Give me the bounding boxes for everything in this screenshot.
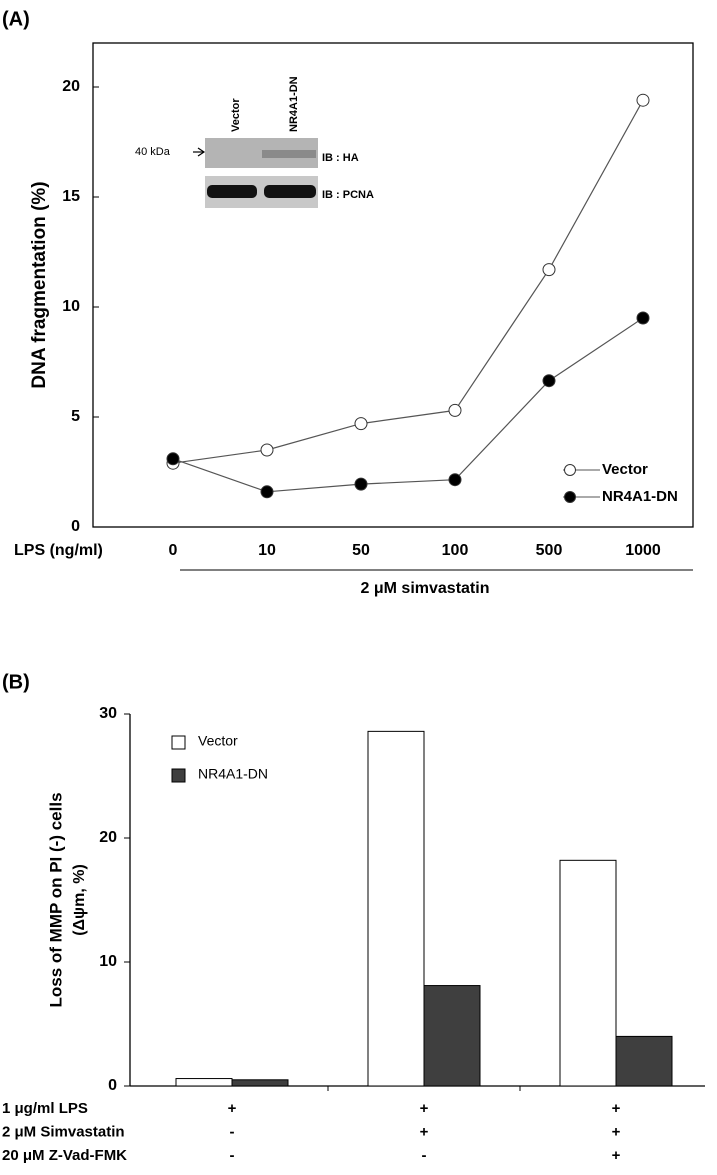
marker-arrow-head [197, 147, 206, 157]
condition-sign: - [422, 1147, 427, 1164]
condition-sign: + [228, 1100, 237, 1117]
y-tick-label: 10 [62, 298, 80, 315]
blot-band [264, 185, 316, 198]
point [542, 263, 556, 277]
marker-label: 40 kDa [135, 146, 171, 158]
panel-label: (B) [2, 671, 30, 693]
condition-label: 2 μM Simvastatin [2, 1123, 125, 1140]
x-tick-label: 0 [169, 542, 178, 559]
condition-sign: + [612, 1123, 621, 1140]
point [260, 443, 274, 457]
y-axis-label: Loss of MMP on PI (-) cells [46, 792, 65, 1007]
lane-label: Vector [230, 98, 242, 132]
y-axis-label: DNA fragmentation (%) [29, 181, 50, 388]
y-tick-label: 20 [62, 78, 80, 95]
point [636, 311, 650, 325]
x-tick-label: 1000 [625, 542, 661, 559]
plot-frame [92, 42, 694, 528]
condition-sign: + [420, 1100, 429, 1117]
x-tick-label: 50 [352, 542, 370, 559]
bar [559, 859, 617, 1087]
point [448, 403, 462, 417]
point [542, 374, 556, 388]
group-label: 2 μM simvastatin [361, 580, 490, 597]
point [260, 485, 274, 499]
y-axis-label: (Δψm, %) [71, 864, 88, 936]
legend-label: NR4A1-DN [602, 488, 678, 505]
legend-swatch [171, 768, 186, 783]
x-tick-label: 100 [442, 542, 469, 559]
point [448, 473, 462, 487]
condition-label: 1 μg/ml LPS [2, 1100, 88, 1117]
bar [423, 985, 481, 1087]
y-tick-label: 15 [62, 188, 80, 205]
point [636, 93, 650, 107]
y-tick-label: 20 [99, 829, 117, 846]
legend-marker [564, 464, 576, 476]
blot-band [262, 150, 316, 158]
point [354, 417, 368, 431]
series-line [172, 317, 644, 493]
point [166, 452, 180, 466]
condition-sign: - [230, 1147, 235, 1164]
y-tick-label: 0 [71, 518, 80, 535]
y-tick-label: 30 [99, 705, 117, 722]
legend-swatch [171, 735, 186, 750]
series-line [172, 99, 644, 464]
western-blot [193, 138, 318, 208]
condition-sign: - [230, 1123, 235, 1140]
bar [615, 1035, 673, 1087]
condition-sign: + [612, 1100, 621, 1117]
legend-label: Vector [602, 461, 648, 478]
x-axis-label: LPS (ng/ml) [14, 542, 103, 559]
blot-label: IB : HA [322, 152, 359, 164]
panel-label: (A) [2, 8, 30, 30]
legend-label: NR4A1-DN [198, 766, 268, 782]
condition-sign: + [612, 1147, 621, 1164]
bar [231, 1079, 289, 1087]
x-tick-label: 10 [258, 542, 276, 559]
x-tick-label: 500 [536, 542, 563, 559]
legend-label: Vector [198, 733, 238, 749]
point [354, 477, 368, 491]
y-tick-label: 10 [99, 953, 117, 970]
y-tick-label: 0 [108, 1077, 117, 1094]
condition-sign: + [420, 1123, 429, 1140]
bar [367, 730, 425, 1087]
legend-marker [564, 491, 576, 503]
blot-label: IB : PCNA [322, 189, 374, 201]
y-tick-label: 5 [71, 408, 80, 425]
lane-label: NR4A1-DN [288, 76, 300, 132]
blot-band [207, 185, 257, 198]
condition-label: 20 μM Z-Vad-FMK [2, 1147, 127, 1164]
bar [175, 1078, 233, 1087]
